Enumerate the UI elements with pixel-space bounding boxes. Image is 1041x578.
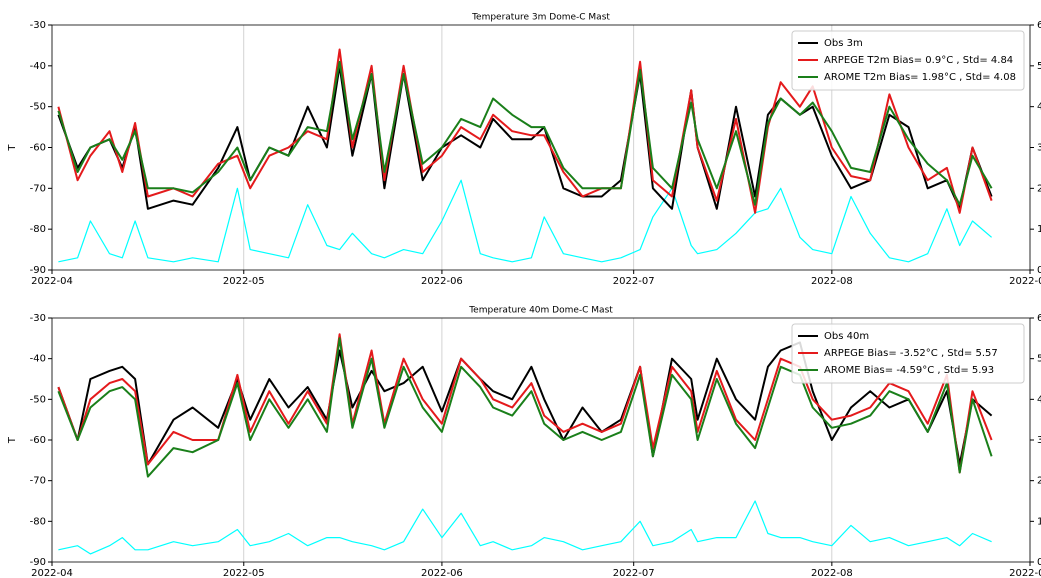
series-line xyxy=(57,64,993,210)
legend-label: ARPEGE T2m Bias= 0.9°C , Std= 4.84 xyxy=(824,55,1013,66)
y-tick-label: -90 xyxy=(30,557,46,568)
series-line xyxy=(58,500,992,555)
y2-tick-label: 4 xyxy=(1037,102,1041,113)
series-line xyxy=(57,48,993,214)
y-tick-label: -70 xyxy=(30,183,46,194)
y-tick-label: -70 xyxy=(30,476,46,487)
x-tick-label: 2022-05 xyxy=(223,276,265,287)
legend-label: Obs 3m xyxy=(824,38,863,49)
y-tick-label: -60 xyxy=(30,143,46,154)
x-tick-label: 2022-08 xyxy=(811,276,853,287)
y-tick-label: -40 xyxy=(30,61,46,72)
y-tick-label: -60 xyxy=(30,435,46,446)
y2-tick-label: 3 xyxy=(1037,435,1041,446)
y2-tick-label: 5 xyxy=(1037,61,1041,72)
y2-tick-label: 2 xyxy=(1037,183,1041,194)
y-axis-label: T xyxy=(7,436,18,444)
plot-frame xyxy=(51,24,1031,271)
y-tick-label: -30 xyxy=(30,313,46,324)
y-tick-label: -50 xyxy=(30,102,46,113)
y-tick-label: -30 xyxy=(30,20,46,31)
y2-tick-label: 2 xyxy=(1037,476,1041,487)
y2-tick-label: 0 xyxy=(1037,557,1041,568)
x-tick-label: 2022-04 xyxy=(31,276,73,287)
legend-label: Obs 40m xyxy=(824,331,869,342)
series-line xyxy=(57,60,993,206)
chart-title: Temperature 40m Dome-C Mast xyxy=(468,306,613,316)
y2-tick-label: 0 xyxy=(1037,265,1041,276)
series-line xyxy=(57,341,993,466)
legend-box xyxy=(791,30,1025,91)
x-tick-label: 2022-09 xyxy=(1009,276,1041,287)
x-tick-label: 2022-08 xyxy=(811,568,853,578)
plot-frame xyxy=(51,317,1031,563)
legend-label: AROME Bias= -4.59°C , Std= 5.93 xyxy=(824,365,994,376)
y-tick-label: -80 xyxy=(30,516,46,527)
x-tick-label: 2022-09 xyxy=(1009,568,1041,578)
x-tick-label: 2022-07 xyxy=(613,568,655,578)
x-tick-label: 2022-07 xyxy=(613,276,655,287)
y-tick-label: -50 xyxy=(30,394,46,405)
legend-label: ARPEGE Bias= -3.52°C , Std= 5.57 xyxy=(824,348,998,359)
y-tick-label: -90 xyxy=(30,265,46,276)
y2-tick-label: 1 xyxy=(1037,516,1041,527)
x-tick-label: 2022-05 xyxy=(223,568,265,578)
series-line xyxy=(58,179,992,263)
legend-label: AROME T2m Bias= 1.98°C , Std= 4.08 xyxy=(824,72,1016,83)
y2-tick-label: 6 xyxy=(1037,20,1041,31)
y2-tick-label: 3 xyxy=(1037,143,1041,154)
x-tick-label: 2022-06 xyxy=(421,276,463,287)
legend-box xyxy=(791,323,1025,384)
y-tick-label: -80 xyxy=(30,224,46,235)
chart-title: Temperature 3m Dome-C Mast xyxy=(471,13,610,23)
y2-tick-label: 5 xyxy=(1037,354,1041,365)
y2-tick-label: 6 xyxy=(1037,313,1041,324)
y-axis-label: T xyxy=(7,144,18,152)
x-tick-label: 2022-04 xyxy=(31,568,73,578)
series-line xyxy=(57,337,993,478)
x-tick-label: 2022-06 xyxy=(421,568,463,578)
y-tick-label: -40 xyxy=(30,354,46,365)
y2-tick-label: 4 xyxy=(1037,394,1041,405)
y2-tick-label: 1 xyxy=(1037,224,1041,235)
